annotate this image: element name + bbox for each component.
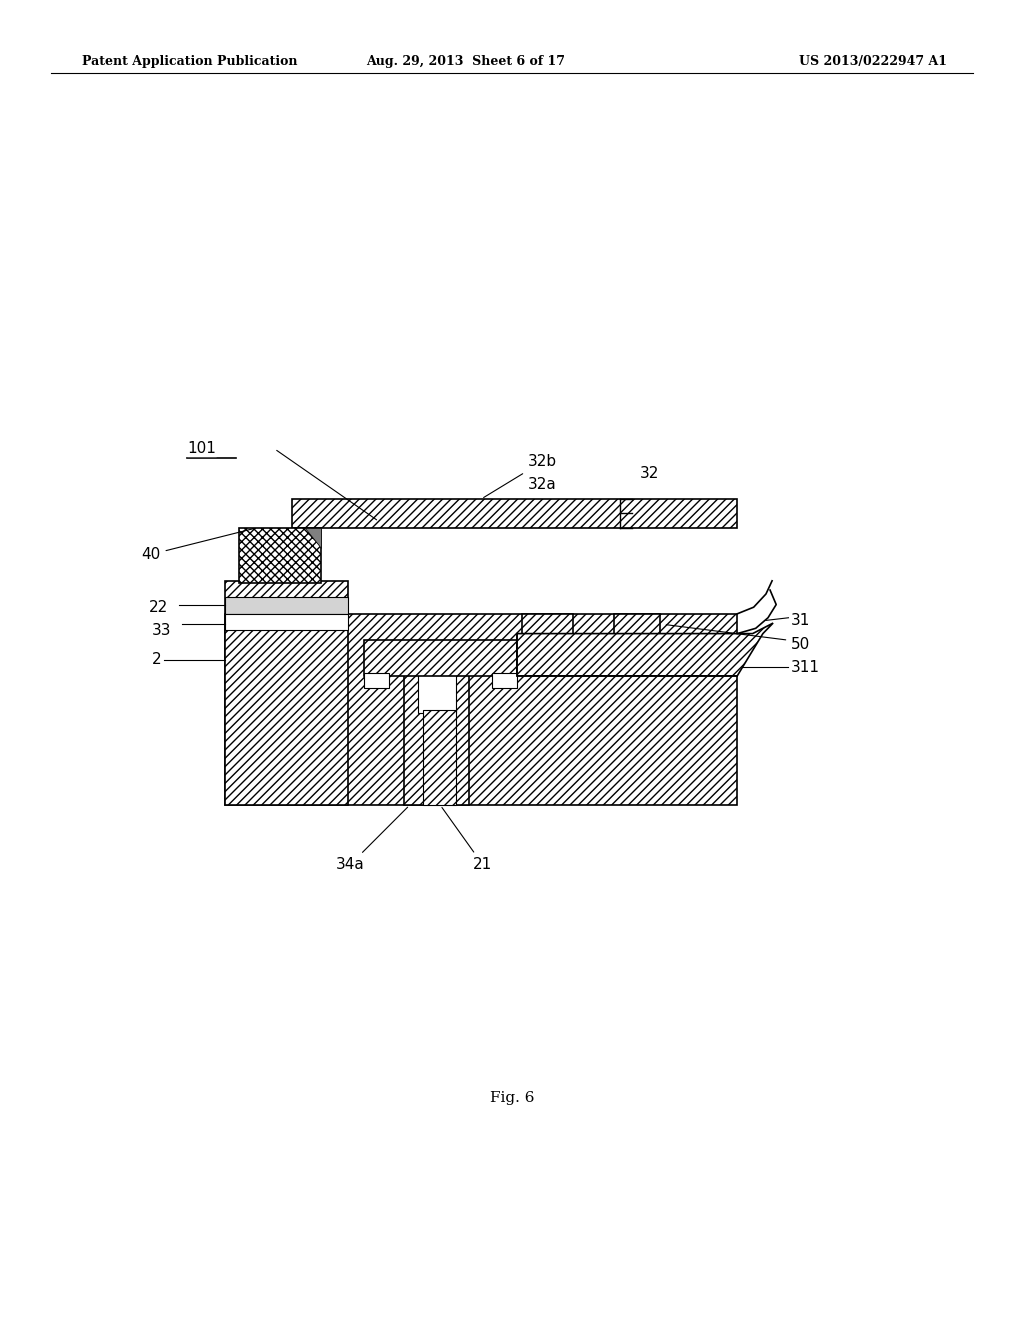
Text: Patent Application Publication: Patent Application Publication [82,55,297,69]
Polygon shape [517,623,773,676]
Bar [404,673,469,805]
Text: 34a: 34a [336,807,408,873]
Text: 101: 101 [187,441,216,457]
Bar [418,673,456,713]
Text: Fig. 6: Fig. 6 [489,1092,535,1105]
Text: 2: 2 [152,652,161,668]
Bar [522,614,573,636]
Text: 40: 40 [141,529,253,562]
Text: 32a: 32a [527,477,556,492]
Bar [225,597,348,614]
Text: 311: 311 [791,660,819,676]
Text: 21: 21 [442,808,493,873]
Bar [292,499,737,528]
Bar [614,614,660,636]
Bar [492,673,517,688]
Bar [225,614,737,805]
Polygon shape [305,528,321,548]
Bar [225,581,348,805]
Text: 31: 31 [791,612,810,628]
Text: 33: 33 [152,623,171,639]
Text: 32: 32 [640,466,659,482]
Text: Aug. 29, 2013  Sheet 6 of 17: Aug. 29, 2013 Sheet 6 of 17 [367,55,565,69]
Text: 50: 50 [791,636,810,652]
Text: 22: 22 [148,599,168,615]
Bar [364,640,517,676]
Bar [364,673,389,688]
Bar [239,528,321,583]
Text: US 2013/0222947 A1: US 2013/0222947 A1 [799,55,947,69]
Text: 32b: 32b [483,454,556,498]
Bar [225,614,348,630]
Bar [517,634,737,676]
Bar [423,710,456,805]
